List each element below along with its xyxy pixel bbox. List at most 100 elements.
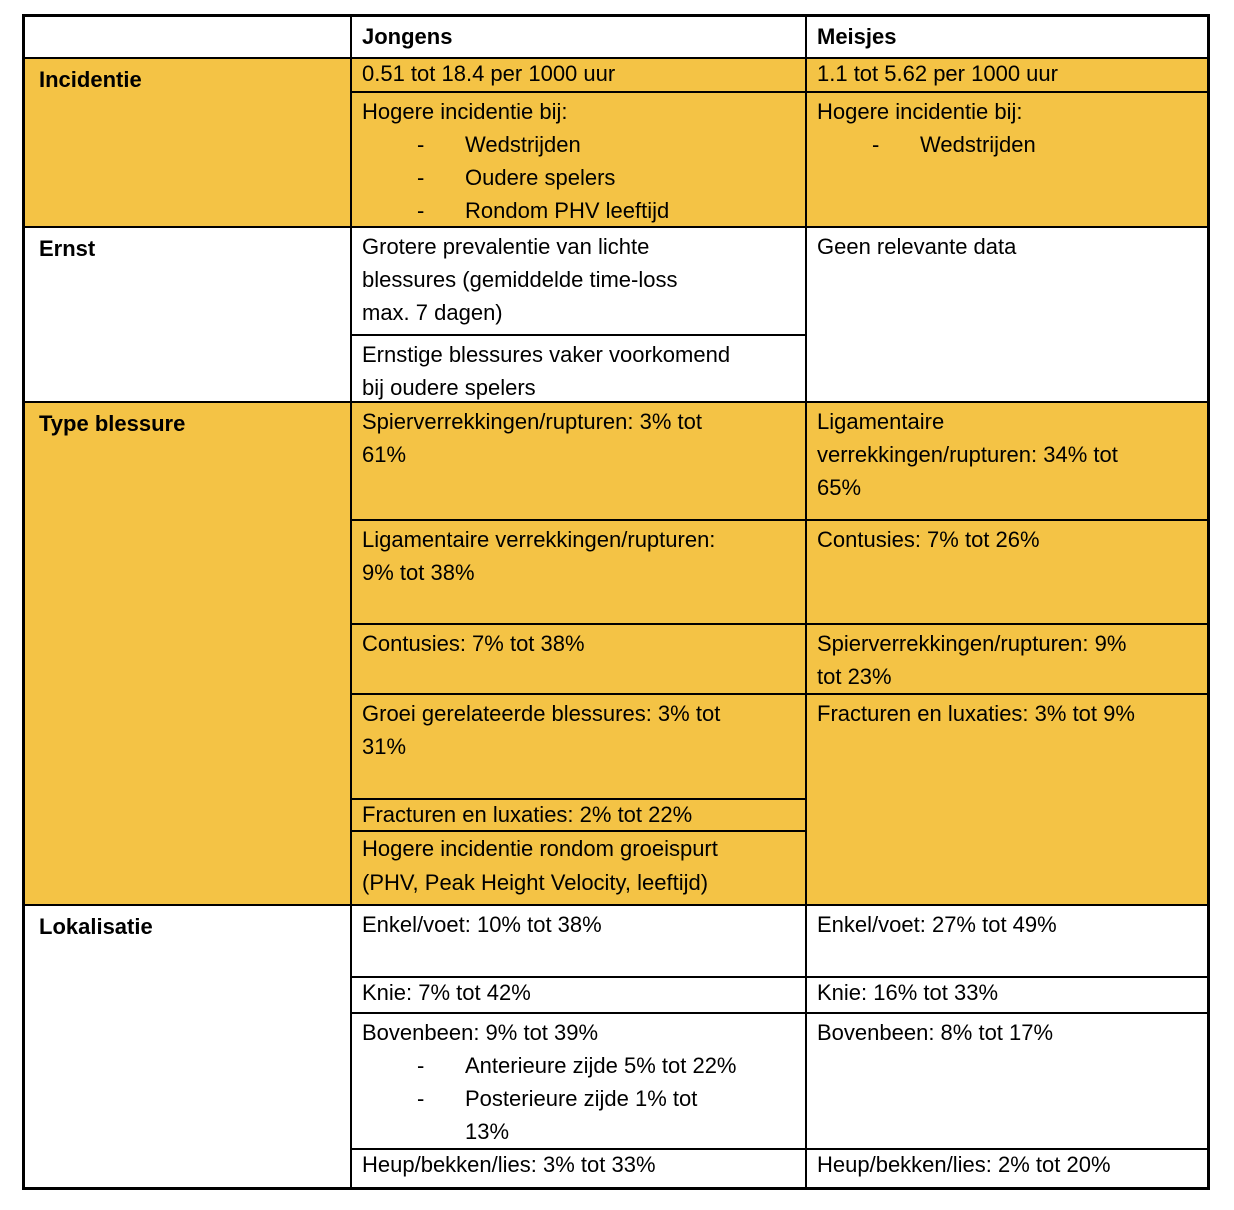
cell-ernst-jongens-1: Grotere prevalentie van lichte blessures… <box>352 228 805 334</box>
cell-line: 65% <box>817 475 862 500</box>
row-lokalisatie: Lokalisatie Enkel/voet: 10% tot 38% Knie… <box>25 904 1207 1187</box>
header-meisjes: Meisjes <box>805 17 1207 57</box>
column-jongens-lokalisatie: Enkel/voet: 10% tot 38% Knie: 7% tot 42%… <box>350 906 805 1187</box>
bullet-text: Wedstrijden <box>465 132 581 157</box>
cell-line: verrekkingen/rupturen: 34% tot <box>817 442 1118 467</box>
cell-line: Bovenbeen: 9% tot 39% <box>362 1020 599 1045</box>
cell-type-jongens-spierverrekkingen: Spierverrekkingen/rupturen: 3% tot 61% <box>352 403 805 519</box>
bullet-item: - Rondom PHV leeftijd <box>362 194 795 227</box>
cell-type-jongens-fracturen: Fracturen en luxaties: 2% tot 22% <box>352 798 805 830</box>
cell-line: 0.51 tot 18.4 per 1000 uur <box>362 61 616 86</box>
cell-line: Fracturen en luxaties: 3% tot 9% <box>817 701 1135 726</box>
label-ernst: Ernst <box>39 236 96 261</box>
cell-lok-jongens-heup: Heup/bekken/lies: 3% tot 33% <box>352 1148 805 1187</box>
header-row: Jongens Meisjes <box>25 17 1207 57</box>
cell-line: Geen relevante data <box>817 234 1017 259</box>
bullet-dash-marker: - <box>417 1053 425 1078</box>
cell-line: Enkel/voet: 27% tot 49% <box>817 912 1057 937</box>
bullet-dash-marker: - <box>417 1086 425 1111</box>
cell-line: Posterieure zijde 1% tot <box>465 1086 698 1111</box>
cell-line: Knie: 16% tot 33% <box>817 980 999 1005</box>
cell-line: Hogere incidentie rondom groeispurt <box>362 836 718 861</box>
bullet-dash-marker: - <box>417 198 425 223</box>
cell-type-meisjes-fracturen: Fracturen en luxaties: 3% tot 9% <box>807 693 1207 904</box>
label-lokalisatie: Lokalisatie <box>39 914 153 939</box>
bullet-text: Posterieure zijde 1% tot 13% <box>465 1082 795 1148</box>
cell-line: bij oudere spelers <box>362 375 536 400</box>
bullet-item: - Anterieure zijde 5% tot 22% <box>362 1049 795 1082</box>
cell-line: Bovenbeen: 8% tot 17% <box>817 1020 1054 1045</box>
cell-line: tot 23% <box>817 664 892 689</box>
bullet-text: Oudere spelers <box>465 165 616 190</box>
cell-type-jongens-groei: Groei gerelateerde blessures: 3% tot 31% <box>352 693 805 798</box>
bullet-dash-marker: - <box>872 132 880 157</box>
cell-type-meisjes-contusies: Contusies: 7% tot 26% <box>807 519 1207 623</box>
cell-line: Enkel/voet: 10% tot 38% <box>362 912 602 937</box>
cell-line: blessures (gemiddelde time-loss <box>362 267 678 292</box>
column-meisjes-incidentie: 1.1 tot 5.62 per 1000 uur Hogere inciden… <box>805 59 1207 226</box>
cell-line: Spierverrekkingen/rupturen: 3% tot <box>362 409 702 434</box>
cell-type-jongens-ligamentaire: Ligamentaire verrekkingen/rupturen: 9% t… <box>352 519 805 623</box>
cell-incidentie-jongens-higher: Hogere incidentie bij: - Wedstrijden - O… <box>352 91 805 226</box>
cell-line: Fracturen en luxaties: 2% tot 22% <box>362 802 693 827</box>
label-type-blessure: Type blessure <box>25 403 350 904</box>
bullet-dash-marker: - <box>417 132 425 157</box>
row-ernst: Ernst Grotere prevalentie van lichte ble… <box>25 226 1207 401</box>
column-jongens-incidentie: 0.51 tot 18.4 per 1000 uur Hogere incide… <box>350 59 805 226</box>
cell-line: Knie: 7% tot 42% <box>362 980 531 1005</box>
cell-lok-meisjes-heup: Heup/bekken/lies: 2% tot 20% <box>807 1148 1207 1187</box>
row-incidentie: Incidentie 0.51 tot 18.4 per 1000 uur Ho… <box>25 57 1207 226</box>
bullet-item: - Posterieure zijde 1% tot 13% <box>362 1082 795 1148</box>
cell-ernst-meisjes: Geen relevante data <box>807 228 1207 401</box>
cell-line: 9% tot 38% <box>362 560 475 585</box>
cell-type-jongens-groeispurt: Hogere incidentie rondom groeispurt (PHV… <box>352 830 805 904</box>
cell-lok-meisjes-knie: Knie: 16% tot 33% <box>807 976 1207 1012</box>
cell-type-meisjes-ligamentaire: Ligamentaire verrekkingen/rupturen: 34% … <box>807 403 1207 519</box>
cell-line: Spierverrekkingen/rupturen: 9% <box>817 631 1127 656</box>
cell-line: Groei gerelateerde blessures: 3% tot <box>362 701 721 726</box>
label-incidentie: Incidentie <box>25 59 350 226</box>
bullet-item: - Wedstrijden <box>817 128 1197 161</box>
cell-line: Hogere incidentie bij: <box>817 99 1023 124</box>
cell-line: 13% <box>465 1119 510 1144</box>
cell-line: (PHV, Peak Height Velocity, leeftijd) <box>362 870 709 895</box>
cell-lok-jongens-knie: Knie: 7% tot 42% <box>352 976 805 1012</box>
cell-line: Ernstige blessures vaker voorkomend <box>362 342 731 367</box>
cell-incidentie-meisjes-rate: 1.1 tot 5.62 per 1000 uur <box>807 59 1207 91</box>
cell-type-meisjes-spierverrekkingen: Spierverrekkingen/rupturen: 9% tot 23% <box>807 623 1207 693</box>
row-type-blessure: Type blessure Spierverrekkingen/rupturen… <box>25 401 1207 904</box>
cell-type-jongens-contusies: Contusies: 7% tot 38% <box>352 623 805 693</box>
bullet-item: - Oudere spelers <box>362 161 795 194</box>
column-meisjes-ernst: Geen relevante data <box>805 228 1207 401</box>
cell-line: Grotere prevalentie van lichte <box>362 234 650 259</box>
column-jongens-type-blessure: Spierverrekkingen/rupturen: 3% tot 61% L… <box>350 403 805 904</box>
column-meisjes-lokalisatie: Enkel/voet: 27% tot 49% Knie: 16% tot 33… <box>805 906 1207 1187</box>
bullet-text: Wedstrijden <box>920 132 1036 157</box>
column-jongens-ernst: Grotere prevalentie van lichte blessures… <box>350 228 805 401</box>
column-meisjes-type-blessure: Ligamentaire verrekkingen/rupturen: 34% … <box>805 403 1207 904</box>
cell-line: max. 7 dagen) <box>362 300 503 325</box>
injury-overview-table: Jongens Meisjes Incidentie 0.51 tot 18.4… <box>22 14 1210 1190</box>
cell-lok-jongens-bovenbeen: Bovenbeen: 9% tot 39% - Anterieure zijde… <box>352 1012 805 1148</box>
cell-incidentie-meisjes-higher: Hogere incidentie bij: - Wedstrijden <box>807 91 1207 226</box>
cell-line: Heup/bekken/lies: 3% tot 33% <box>362 1152 656 1177</box>
cell-line: 61% <box>362 442 407 467</box>
cell-line: 1.1 tot 5.62 per 1000 uur <box>817 61 1058 86</box>
cell-ernst-jongens-2: Ernstige blessures vaker voorkomend bij … <box>352 334 805 401</box>
cell-line: 31% <box>362 734 407 759</box>
bullet-text: Anterieure zijde 5% tot 22% <box>465 1053 737 1078</box>
cell-line: Hogere incidentie bij: <box>362 99 568 124</box>
bullet-item: - Wedstrijden <box>362 128 795 161</box>
cell-lok-jongens-enkel: Enkel/voet: 10% tot 38% <box>352 906 805 976</box>
cell-line: Ligamentaire verrekkingen/rupturen: <box>362 527 716 552</box>
header-jongens: Jongens <box>350 17 805 57</box>
cell-lok-meisjes-bovenbeen: Bovenbeen: 8% tot 17% <box>807 1012 1207 1148</box>
cell-line: Contusies: 7% tot 38% <box>362 631 585 656</box>
cell-lok-meisjes-enkel: Enkel/voet: 27% tot 49% <box>807 906 1207 976</box>
bullet-text: Rondom PHV leeftijd <box>465 198 670 223</box>
bullet-dash-marker: - <box>417 165 425 190</box>
cell-incidentie-jongens-rate: 0.51 tot 18.4 per 1000 uur <box>352 59 805 91</box>
cell-line: Ligamentaire <box>817 409 945 434</box>
cell-line: Heup/bekken/lies: 2% tot 20% <box>817 1152 1111 1177</box>
header-empty-cell <box>25 17 350 57</box>
